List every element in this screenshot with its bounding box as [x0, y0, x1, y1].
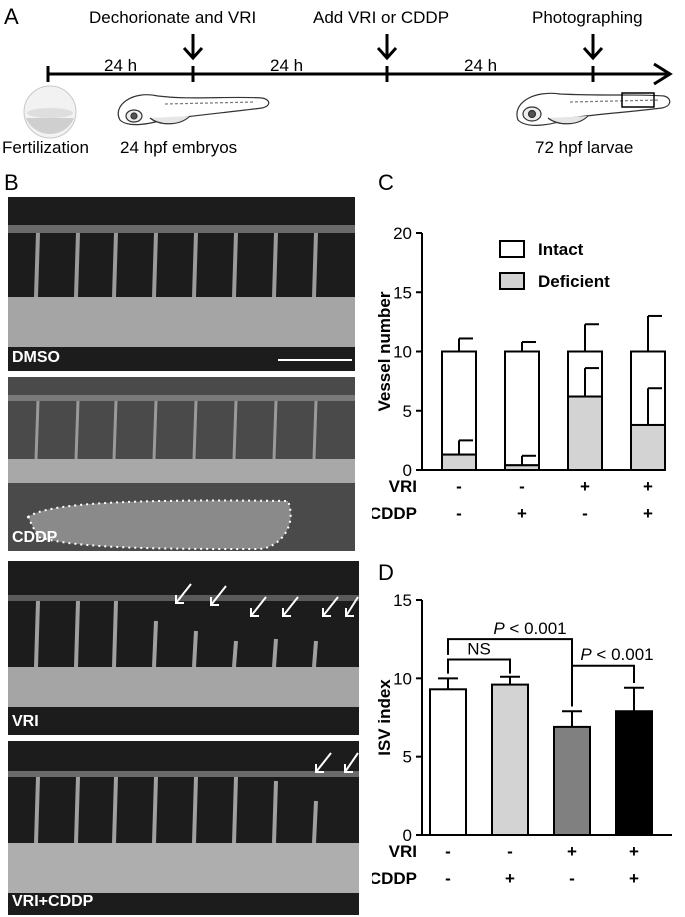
micrograph-vri: VRI — [8, 561, 359, 735]
condition-sign: - — [445, 869, 451, 888]
timeline-diagram — [23, 34, 673, 139]
y-axis-label: ISV index — [375, 679, 394, 756]
condition-sign: - — [507, 842, 513, 861]
event-label-photographing: Photographing — [532, 8, 643, 27]
stage-label-72hpf: 72 hpf larvae — [535, 138, 634, 157]
condition-sign: + — [629, 869, 639, 888]
legend-swatch-deficient — [499, 272, 525, 290]
significance-label: NS — [467, 640, 491, 659]
condition-sign: + — [517, 504, 527, 523]
condition-sign: - — [445, 842, 451, 861]
condition-row-label: VRI — [389, 842, 417, 861]
arrow-icon — [175, 583, 359, 617]
panel-label-a: A — [4, 4, 19, 29]
bar-deficient — [504, 464, 540, 471]
micrograph-label: VRI+CDDP — [12, 893, 94, 910]
duration-label: 24 h — [464, 56, 498, 75]
condition-sign: - — [456, 477, 462, 496]
significance-label: P < 0.001 — [493, 619, 566, 638]
vessel-pattern — [8, 377, 355, 551]
timeline-arrowhead — [653, 62, 673, 86]
y-axis-label: Vessel number — [375, 291, 394, 411]
micrograph-vri-cddp: VRI+CDDP — [8, 741, 359, 915]
yolk-outline — [26, 499, 292, 551]
vessel-pattern — [8, 561, 359, 735]
bar-deficient — [567, 395, 603, 471]
duration-label: 24 h — [104, 56, 138, 75]
embryo-illustration — [117, 94, 270, 126]
chart-vessel-number: 0 5 10 15 20 Vessel number - - - + + - + + VRI CDDP Inta… — [372, 224, 666, 523]
legend-swatch-intact — [499, 240, 525, 258]
y-tick-label: 15 — [393, 591, 412, 610]
condition-sign: + — [643, 477, 653, 496]
micrograph-label: VRI — [12, 713, 39, 730]
condition-sign: + — [505, 869, 515, 888]
region-box — [621, 92, 655, 108]
panel-label-c: C — [378, 170, 394, 195]
larva-illustration — [516, 92, 671, 126]
micrograph-label: DMSO — [12, 349, 60, 366]
bar — [553, 725, 591, 836]
down-arrow-icon — [376, 34, 398, 61]
significance-label: P < 0.001 — [580, 645, 653, 664]
y-tick-label: 20 — [393, 224, 412, 243]
y-tick-label: 15 — [393, 283, 412, 302]
condition-row-label: CDDP — [372, 504, 417, 523]
condition-sign: + — [567, 842, 577, 861]
bar — [491, 683, 529, 836]
panel-label-b: B — [4, 170, 19, 195]
condition-sign: + — [580, 477, 590, 496]
condition-row-label: VRI — [389, 477, 417, 496]
condition-sign: - — [519, 477, 525, 496]
significance-bracket — [571, 664, 635, 707]
panel-label-d: D — [378, 560, 394, 585]
duration-label: 24 h — [270, 56, 304, 75]
bar-intact — [441, 350, 477, 456]
vessel-pattern — [8, 741, 359, 915]
vessel-pattern — [8, 197, 355, 371]
stage-label-fertilization: Fertilization — [2, 138, 89, 157]
legend-label: Intact — [538, 240, 584, 259]
arrow-icon — [315, 752, 359, 773]
significance-bracket — [447, 658, 511, 674]
micrograph-label: CDDP — [12, 529, 58, 546]
egg-illustration — [23, 85, 77, 139]
y-tick-label: 5 — [403, 748, 412, 767]
micrograph-dmso: DMSO — [8, 197, 355, 371]
condition-sign: - — [569, 869, 575, 888]
condition-row-label: CDDP — [372, 869, 417, 888]
y-tick-label: 0 — [403, 461, 412, 480]
y-tick-label: 5 — [403, 402, 412, 421]
y-tick-label: 0 — [403, 826, 412, 845]
stage-label-24hpf: 24 hpf embryos — [120, 138, 238, 157]
down-arrow-icon — [182, 34, 204, 61]
condition-sign: - — [456, 504, 462, 523]
bar-deficient — [441, 453, 477, 472]
condition-sign: + — [643, 504, 653, 523]
legend-label: Deficient — [538, 272, 610, 291]
micrograph-cddp: CDDP — [8, 377, 355, 551]
bar — [429, 688, 467, 836]
bar-intact — [504, 350, 540, 467]
y-tick-label: 10 — [393, 669, 412, 688]
y-tick-label: 10 — [393, 343, 412, 362]
event-label-dechorionate: Dechorionate and VRI — [89, 8, 257, 27]
condition-sign: + — [629, 842, 639, 861]
event-label-add-treatment: Add VRI or CDDP — [313, 8, 450, 27]
bar-deficient — [630, 423, 666, 471]
down-arrow-icon — [582, 34, 604, 61]
condition-sign: - — [582, 504, 588, 523]
bar — [615, 710, 653, 836]
